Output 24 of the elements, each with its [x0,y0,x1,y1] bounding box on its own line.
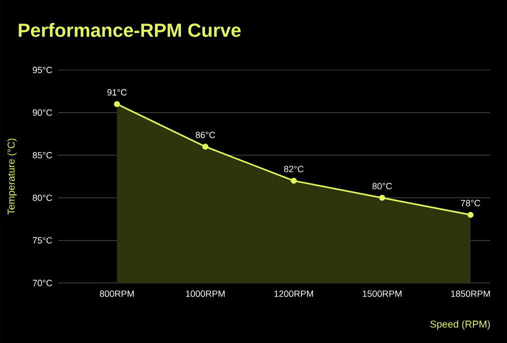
x-tick-label: 1200RPM [274,290,314,297]
data-label: 78°C [460,200,480,206]
point [202,144,208,150]
point [468,212,474,218]
y-axis-title: Temperature (°C) [7,138,17,215]
x-tick-label: 1500RPM [362,290,402,297]
point [290,178,297,184]
point [114,101,120,108]
y-tick-label: 75°C [32,237,52,244]
x-axis-title: Speed (RPM) [430,320,490,330]
x-tick-label: 1850RPM [451,290,490,297]
x-tick-label: 1000RPM [186,290,225,297]
y-tick-label: 85°C [32,152,52,158]
y-tick-label: 95°C [32,66,52,74]
point [379,194,386,201]
y-tick-label: 90°C [32,109,52,116]
chart-title: Performance-RPM Curve [18,23,241,37]
y-tick-label: 70°C [32,280,52,286]
x-tick-label: 800RPM [100,290,134,297]
data-label: 80°C [372,182,392,190]
data-label: 86°C [196,132,216,138]
data-label: 91°C [107,89,127,96]
y-tick-label: 80°C [32,194,52,201]
data-label: 82°C [284,166,304,172]
